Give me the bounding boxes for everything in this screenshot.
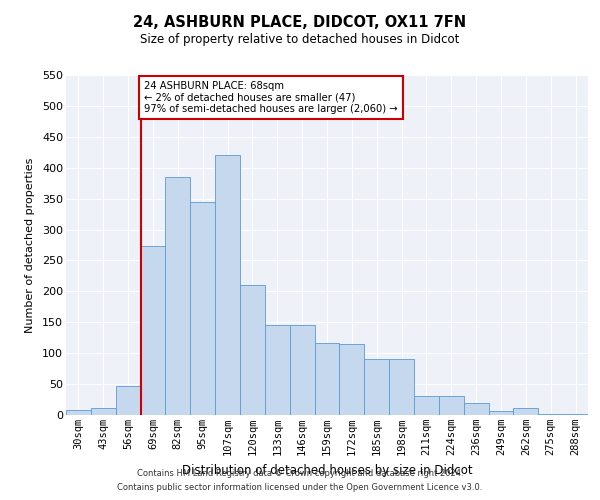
Y-axis label: Number of detached properties: Number of detached properties [25, 158, 35, 332]
Bar [464, 404, 488, 415]
Text: Contains public sector information licensed under the Open Government Licence v3: Contains public sector information licen… [118, 484, 482, 492]
Bar [190, 202, 215, 415]
Bar [290, 326, 314, 415]
Bar [389, 360, 414, 415]
Bar [340, 344, 364, 415]
Bar [538, 414, 563, 415]
Bar [166, 177, 190, 415]
Bar [265, 326, 290, 415]
Bar [514, 408, 538, 415]
Bar [116, 386, 140, 415]
Bar [364, 360, 389, 415]
Text: Contains HM Land Registry data © Crown copyright and database right 2024.: Contains HM Land Registry data © Crown c… [137, 468, 463, 477]
Bar [240, 284, 265, 415]
Text: Size of property relative to detached houses in Didcot: Size of property relative to detached ho… [140, 32, 460, 46]
Bar [563, 414, 588, 415]
Text: 24 ASHBURN PLACE: 68sqm
← 2% of detached houses are smaller (47)
97% of semi-det: 24 ASHBURN PLACE: 68sqm ← 2% of detached… [145, 81, 398, 114]
Bar [215, 156, 240, 415]
X-axis label: Distribution of detached houses by size in Didcot: Distribution of detached houses by size … [182, 464, 472, 476]
Bar [414, 396, 439, 415]
Bar [66, 410, 91, 415]
Bar [91, 408, 116, 415]
Bar [439, 396, 464, 415]
Bar [140, 246, 166, 415]
Bar [314, 342, 340, 415]
Bar [488, 412, 514, 415]
Text: 24, ASHBURN PLACE, DIDCOT, OX11 7FN: 24, ASHBURN PLACE, DIDCOT, OX11 7FN [133, 15, 467, 30]
